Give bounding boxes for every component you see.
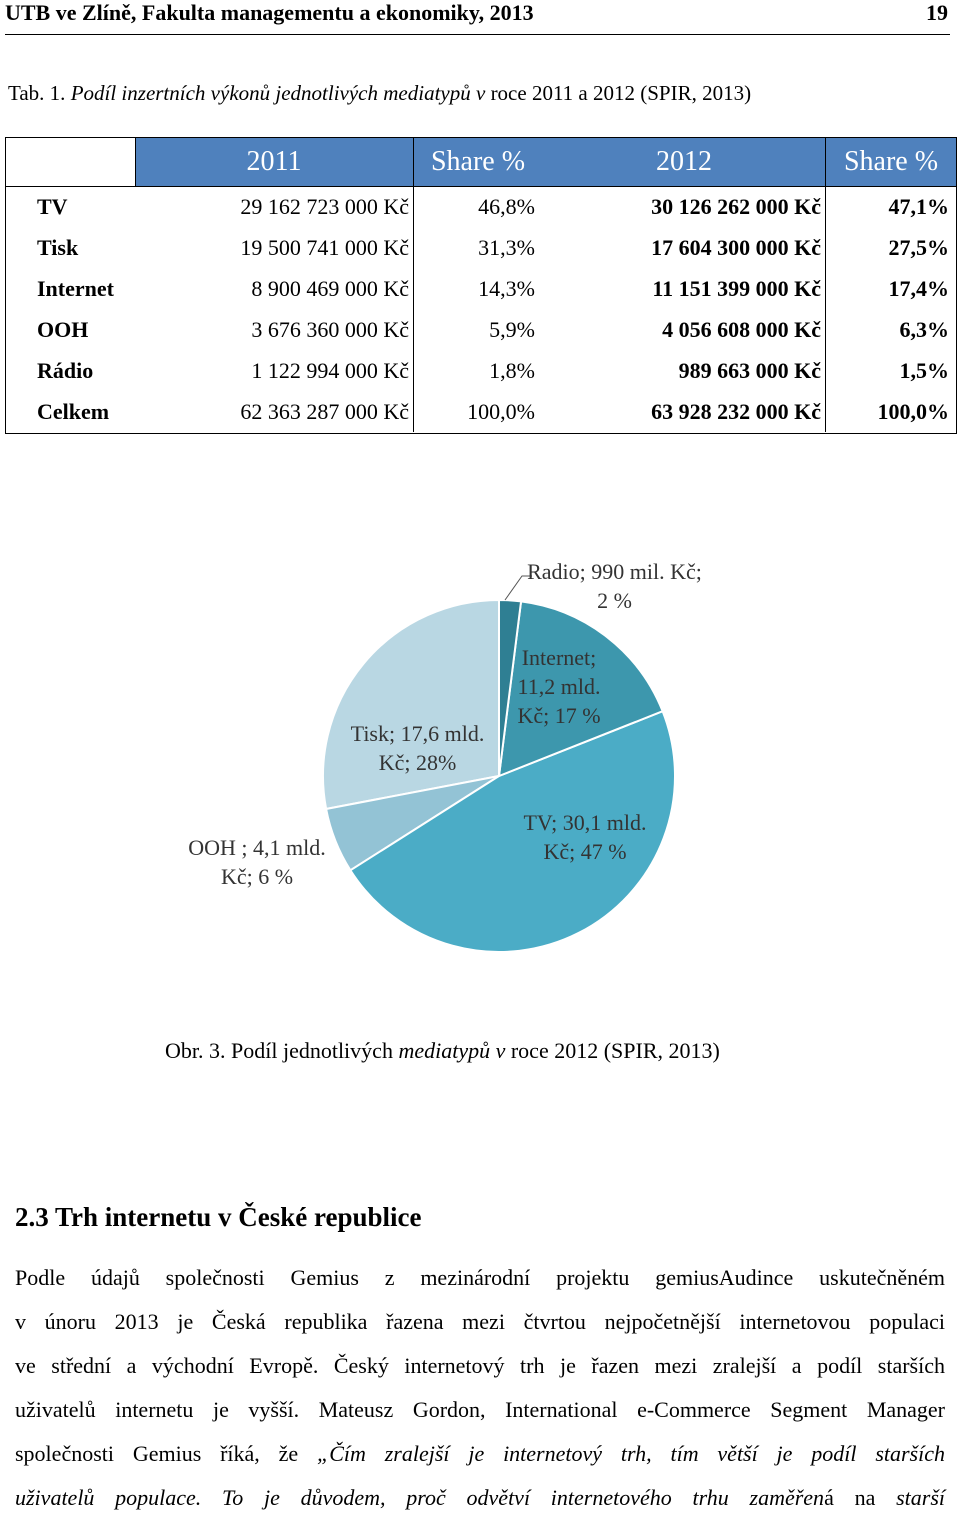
pie-slice	[349, 709, 676, 953]
text-run: roce 2011 a 2012 (SPIR, 2013)	[485, 81, 752, 105]
text-run: starší	[875, 1485, 945, 1510]
text-run: ve střední a východní Evropě. Český inte…	[15, 1353, 945, 1378]
text-run: „Čím zralejší je internetový trh, tím vě…	[317, 1441, 945, 1466]
header-rule	[5, 34, 950, 35]
table-cell: 63 928 232 000 Kč	[651, 399, 821, 424]
row-header: Celkem	[37, 399, 110, 424]
table-cell: 19 500 741 000 Kč	[240, 235, 409, 260]
pie-chart	[322, 575, 676, 953]
column-header: 2012	[656, 146, 712, 177]
column-header: Share %	[430, 146, 526, 177]
text-run: Podíl inzertních výkonů jednotlivých med…	[70, 81, 486, 105]
table-rule	[5, 186, 957, 187]
table-cell: 4 056 608 000 Kč	[662, 317, 821, 342]
table-cell: 6,3%	[899, 317, 950, 342]
text-run: společnosti Gemius říká, že	[15, 1441, 317, 1466]
table-rule	[413, 137, 414, 432]
table-cell: 17,4%	[888, 276, 950, 301]
column-header: 2011	[246, 146, 302, 177]
table-cell: 1,5%	[899, 358, 950, 383]
row-header: Internet	[37, 276, 114, 301]
text-line: v únoru 2013 je Česká republika řazena m…	[15, 1307, 945, 1337]
row-header: TV	[37, 194, 68, 219]
table-cell: 46,8%	[478, 194, 535, 219]
text-line: Podle údajů společnosti Gemius z mezinár…	[15, 1263, 945, 1293]
data-label: Tisk; 17,6 mld. Kč; 28%	[350, 721, 485, 775]
text-line: společnosti Gemius říká, že „Čím zralejš…	[15, 1439, 945, 1469]
row-header: OOH	[37, 317, 89, 342]
table-border	[5, 137, 957, 434]
data-label: TV; 30,1 mld. Kč; 47 %	[523, 810, 647, 864]
figure-caption: Obr. 3. Podíl jednotlivých mediatypů v r…	[165, 1030, 765, 1072]
table-cell: 5,9%	[489, 317, 535, 342]
table-cell: 62 363 287 000 Kč	[240, 399, 409, 424]
table-cell: 17 604 300 000 Kč	[651, 235, 821, 260]
table-caption: Tab. 1. Podíl inzertních výkonů jednotli…	[8, 79, 751, 107]
text-line: uživatelů populace. To je důvodem, proč …	[15, 1483, 945, 1513]
table-cell: 27,5%	[888, 235, 950, 260]
table-cell: 1,8%	[489, 358, 535, 383]
text-run: uživatelů populace. To je důvodem, proč …	[15, 1485, 825, 1510]
table-cell: 30 126 262 000 Kč	[651, 194, 821, 219]
table-cell: 100,0%	[877, 399, 950, 424]
text-run: Podle údajů společnosti Gemius z mezinár…	[15, 1265, 945, 1290]
table-cell: 989 663 000 Kč	[678, 358, 821, 383]
table-cell: 8 900 469 000 Kč	[251, 276, 409, 301]
data-label: Radio; 990 mil. Kč; 2 %	[527, 559, 702, 613]
pie-slice	[497, 600, 664, 778]
text-line: ve střední a východní Evropě. Český inte…	[15, 1351, 945, 1381]
column-header: Share %	[843, 146, 939, 177]
leader-line	[504, 575, 532, 601]
table-cell: 100,0%	[467, 399, 535, 424]
pie-slice	[498, 598, 523, 777]
text-run: Obr. 3. Podíl jednotlivých	[165, 1038, 399, 1063]
pie-slice	[322, 598, 500, 811]
text-run: Tab. 1.	[8, 81, 71, 105]
table-cell: 11 151 399 000 Kč	[652, 276, 821, 301]
page-number: 19	[926, 0, 948, 25]
text-run: roce 2012 (SPIR, 2013)	[505, 1038, 720, 1063]
text-run: uživatelů internetu je vyšší. Mateusz Go…	[15, 1397, 945, 1422]
table-header-fill	[135, 137, 957, 186]
row-header: Rádio	[37, 358, 94, 383]
row-header: Tisk	[37, 235, 79, 260]
table-rule	[135, 137, 136, 186]
text-line: uživatelů internetu je vyšší. Mateusz Go…	[15, 1395, 945, 1425]
data-label: Internet; 11,2 mld. Kč; 17 %	[517, 645, 601, 728]
table-cell: 1 122 994 000 Kč	[251, 358, 409, 383]
text-run: v únoru 2013 je Česká republika řazena m…	[15, 1309, 945, 1334]
table-cell: 31,3%	[478, 235, 535, 260]
table-cell: 14,3%	[478, 276, 535, 301]
data-label: OOH ; 4,1 mld. Kč; 6 %	[188, 835, 326, 889]
table-rule	[825, 137, 826, 432]
header-title: UTB ve Zlíně, Fakulta managementu a ekon…	[5, 0, 534, 25]
table-cell: 47,1%	[888, 194, 950, 219]
table-cell: 3 676 360 000 Kč	[251, 317, 409, 342]
table-cell: 29 162 723 000 Kč	[240, 194, 409, 219]
text-run: mediatypů v	[398, 1038, 506, 1063]
section-heading: 2.3 Trh internetu v České republice	[15, 1202, 422, 1232]
text-run: á na	[824, 1485, 876, 1510]
